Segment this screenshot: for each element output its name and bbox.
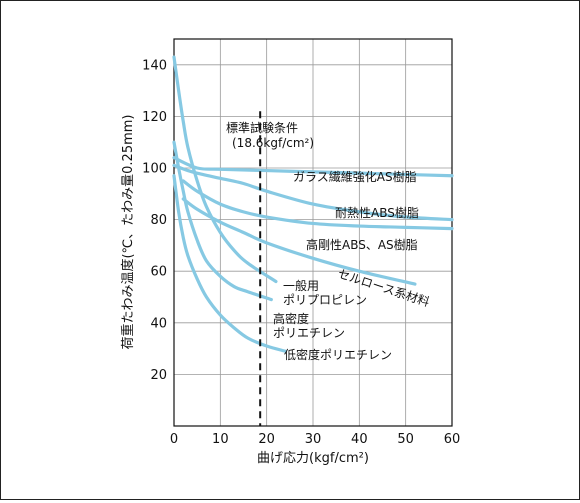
series-label-6: 低密度ポリエチレン: [284, 347, 392, 362]
y-tick-label: 80: [150, 213, 167, 228]
x-tick-label: 40: [351, 432, 368, 447]
curves: [172, 55, 454, 353]
y-tick-label: 40: [150, 316, 167, 331]
y-tick-label: 100: [142, 162, 167, 177]
series-line-5: [172, 140, 273, 302]
series-label-4a: 一般用: [283, 278, 319, 293]
x-axis-label: 曲げ応力(kgf/cm²): [257, 451, 369, 466]
standard-condition-label: 標準試験条件: [226, 120, 298, 135]
grid: [174, 39, 452, 426]
series-line-0: [172, 156, 454, 178]
y-tick-label: 120: [142, 110, 167, 125]
series-label-4b: ポリプロピレン: [283, 293, 367, 307]
series-label-5a: 高密度: [273, 311, 309, 326]
ticks: 0 10 20 30 40 50 60 20 40 60 80 100 120 140: [142, 58, 460, 447]
x-tick-label: 30: [305, 432, 322, 447]
series-line-4: [172, 55, 278, 284]
series-label-5b: ポリエチレン: [273, 326, 345, 340]
series-line-6: [172, 174, 287, 353]
y-tick-label: 140: [142, 58, 167, 73]
series-label-1: 耐熱性ABS樹脂: [335, 205, 419, 220]
series-label-0: ガラス繊維強化AS樹脂: [293, 169, 417, 184]
x-tick-label: 60: [444, 432, 461, 447]
series-label-2: 高剛性ABS、AS樹脂: [306, 237, 418, 252]
standard-condition-value: (18.6kgf/cm²): [232, 136, 314, 150]
series-line-3: [181, 197, 417, 286]
y-tick-label: 60: [150, 265, 167, 280]
plot-area: [173, 38, 453, 427]
x-tick-label: 10: [212, 432, 229, 447]
y-axis-label: 荷重たわみ温度(℃、たわみ量0.25mm): [120, 114, 136, 349]
series-line-1: [172, 163, 454, 222]
x-tick-label: 20: [258, 432, 275, 447]
y-tick-label: 20: [150, 368, 167, 383]
x-tick-label: 50: [397, 432, 414, 447]
x-tick-label: 0: [170, 432, 178, 447]
